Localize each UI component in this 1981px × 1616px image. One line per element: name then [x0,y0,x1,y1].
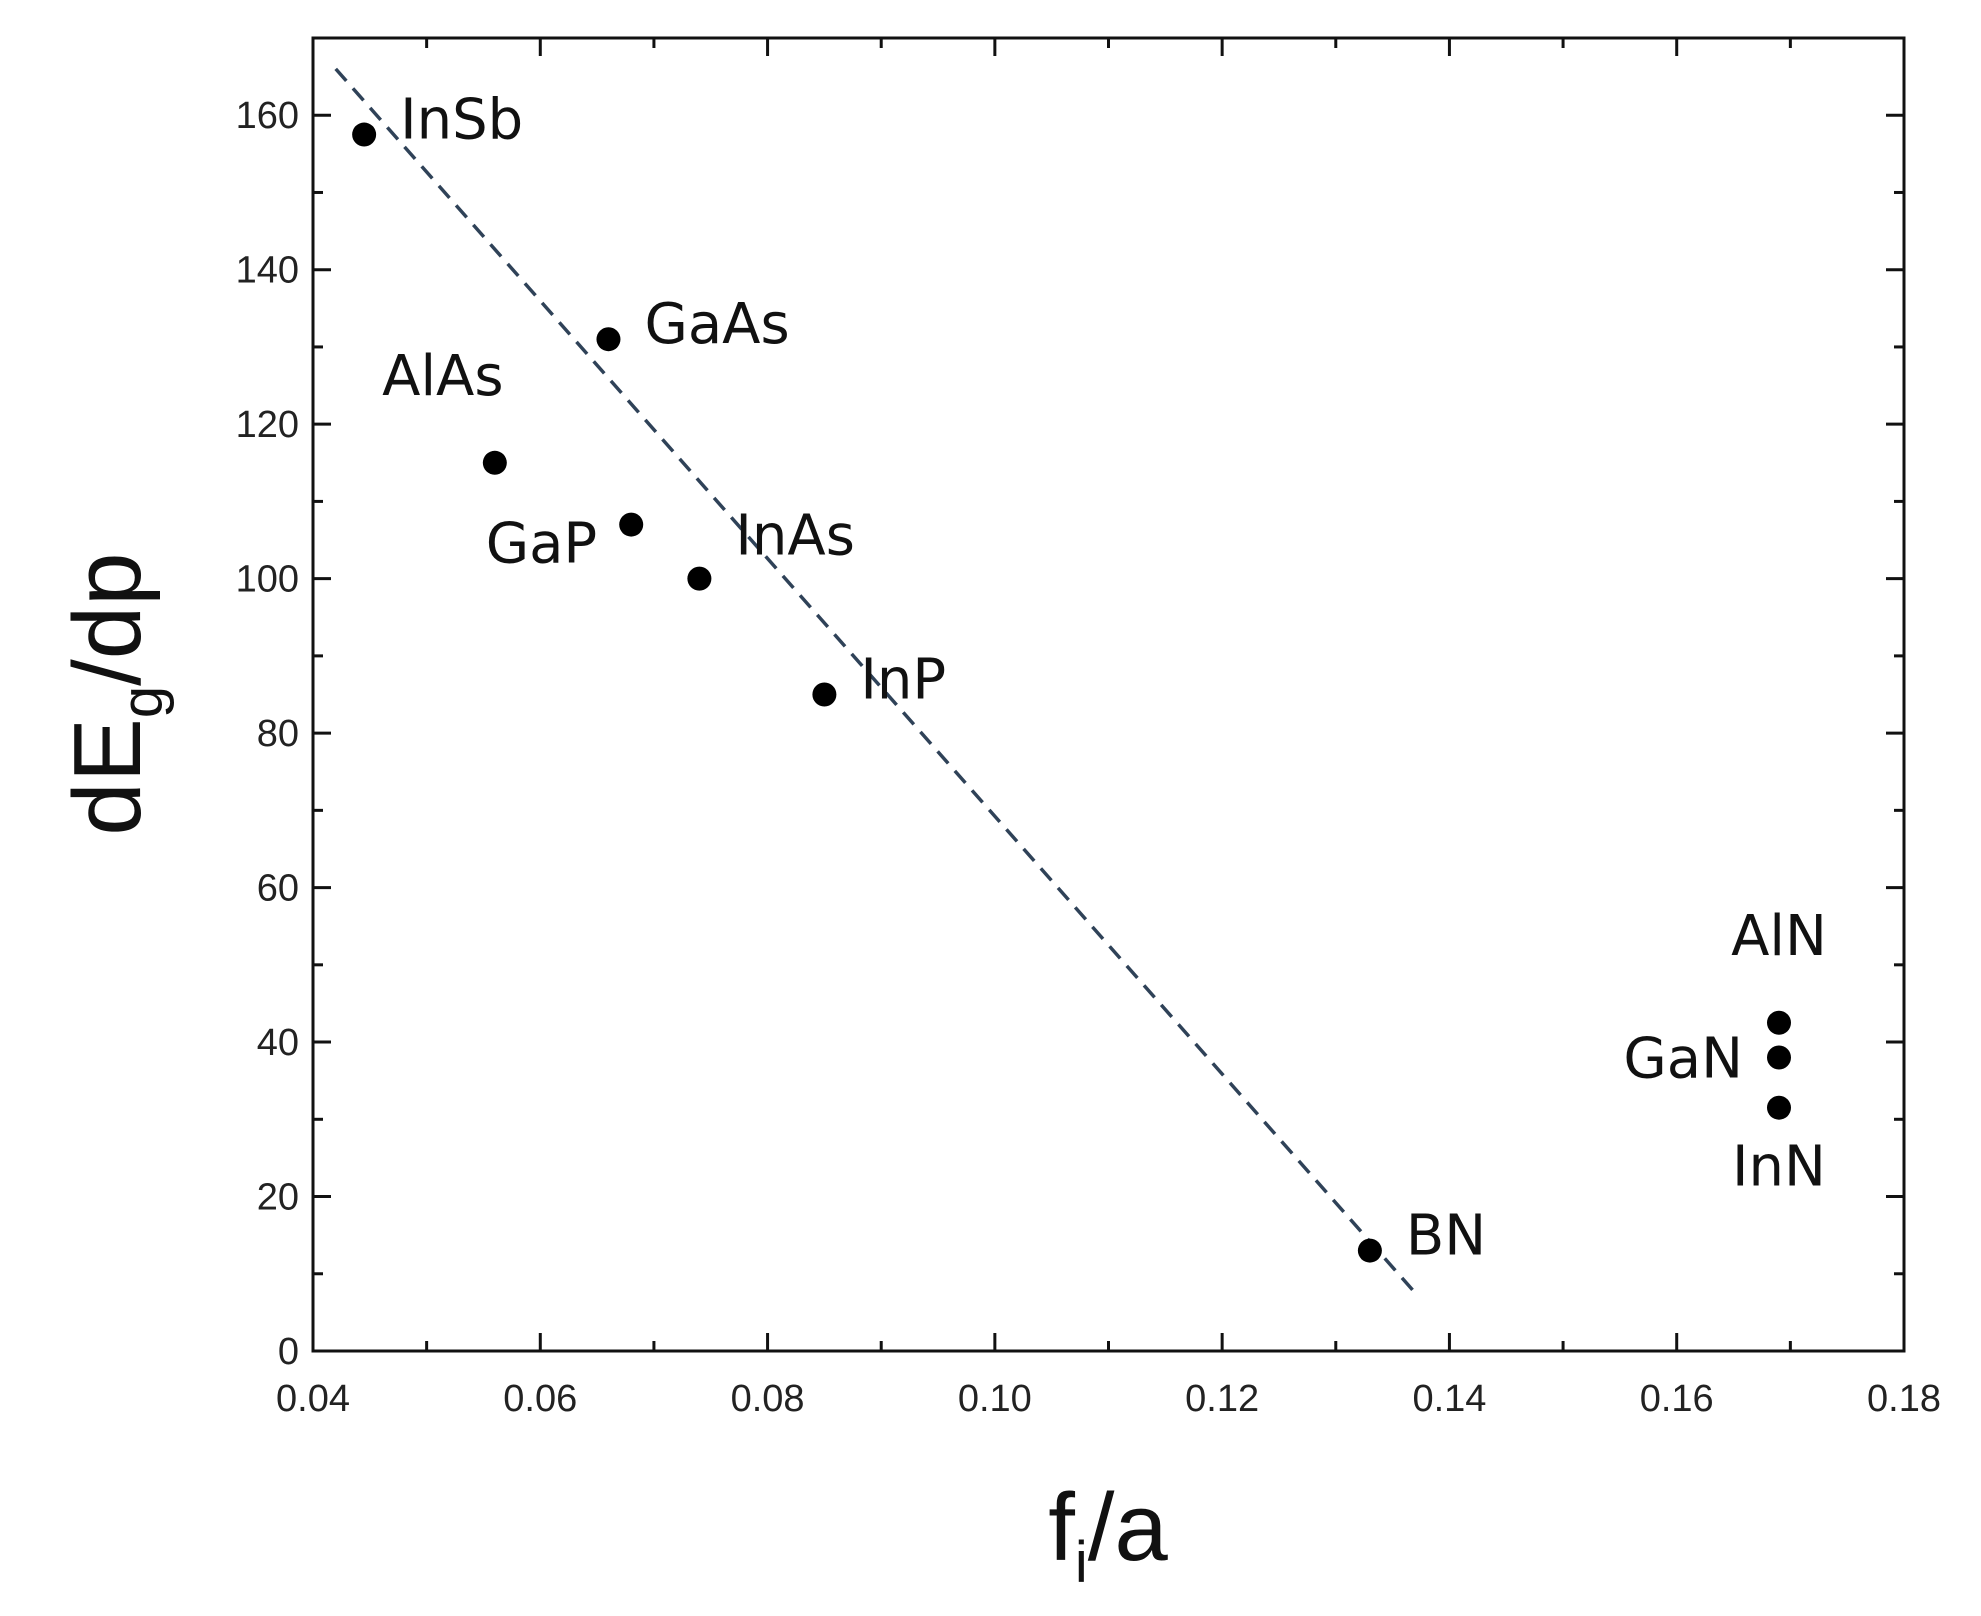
x-tick-label: 0.06 [503,1378,577,1420]
x-tick-label: 0.18 [1867,1378,1941,1420]
point-label-inn: InN [1732,1135,1826,1200]
point-label-alas: AlAs [382,344,503,409]
data-point-gan [1766,1045,1791,1070]
data-point-bn [1357,1238,1382,1263]
x-tick-label: 0.16 [1640,1378,1714,1420]
y-tick-label: 60 [257,868,299,910]
data-point-inas [687,566,712,591]
y-tick-label: 80 [257,713,299,755]
data-point-labels: InSb GaAs AlAs GaP InAs InP BN AlN GaN InN [382,88,1827,1269]
x-tick-label: 0.14 [1412,1378,1486,1420]
plot-frame [311,36,1906,1353]
y-tick-label: 0 [278,1331,299,1373]
x-tick-label: 0.10 [958,1378,1032,1420]
data-point-inn [1766,1095,1791,1120]
data-points [352,122,1791,1263]
x-tick-label: 0.08 [731,1378,805,1420]
data-point-inp [812,682,837,707]
point-label-inp: InP [860,648,946,713]
axis-ticks [311,36,1906,1353]
point-label-gaas: GaAs [644,292,789,357]
y-tick-label: 100 [236,559,299,601]
point-label-aln: AlN [1731,904,1827,969]
axis-tick-labels: 0.04 0.06 0.08 0.10 0.12 0.14 0.16 0.18 0 20 40 60 8… [236,95,1941,1420]
data-point-alas [482,450,507,475]
x-axis-title: fi/a [1048,1474,1168,1595]
point-label-inas: InAs [735,504,855,569]
fit-line [334,67,1417,1295]
y-tick-label: 40 [257,1022,299,1064]
x-tick-label: 0.12 [1185,1378,1259,1420]
data-point-gaas [596,327,621,352]
data-point-gap [619,512,644,537]
y-tick-label: 160 [236,95,299,137]
point-label-gan: GaN [1623,1027,1743,1092]
point-label-insb: InSb [400,88,523,153]
x-tick-label: 0.04 [276,1378,350,1420]
y-tick-label: 20 [257,1177,299,1219]
y-axis-title: dEg/dp [54,552,175,835]
point-label-gap: GaP [486,512,597,577]
point-label-bn: BN [1406,1204,1486,1269]
data-point-insb [352,122,377,147]
data-point-aln [1766,1010,1791,1035]
y-tick-label: 120 [236,404,299,446]
y-tick-label: 140 [236,250,299,292]
